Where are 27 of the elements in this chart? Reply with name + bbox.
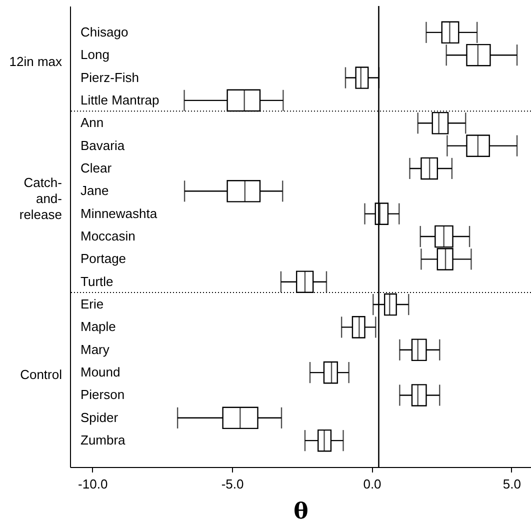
y-tick-label: Turtle	[80, 274, 114, 289]
y-tick-label: Bavaria	[80, 138, 126, 153]
x-tick-label: 5.0	[502, 476, 521, 492]
text: Catch-and-release	[19, 175, 62, 222]
y-tick-label: Spider	[80, 410, 119, 425]
x-tick-label: -5.0	[221, 476, 244, 492]
y-tick-label: Mound	[80, 364, 120, 380]
y-tick-label: Moccasin	[80, 228, 136, 244]
y-tick-label: Pierz-Fish	[80, 70, 140, 85]
y-tick-label: Long	[80, 47, 110, 62]
y-tick-label: Ann	[80, 115, 104, 130]
y-tick-label: Mary	[80, 342, 110, 357]
x-tick-label: 0.0	[363, 476, 382, 492]
y-tick-label: Clear	[80, 160, 112, 176]
y-tick-label: Little Mantrap	[80, 92, 160, 108]
y-tick-label: Maple	[80, 319, 116, 334]
text: Control	[20, 367, 62, 382]
x-tick-label: -10.0	[78, 476, 108, 492]
x-axis-title: θ	[294, 498, 308, 524]
y-tick-label: Erie	[80, 296, 104, 312]
y-tick-label: Jane	[80, 183, 109, 198]
y-tick-label: Portage	[80, 251, 126, 266]
text: 12in max	[9, 54, 62, 69]
y-tick-label: Chisago	[80, 24, 128, 40]
y-tick-label: Pierson	[80, 387, 125, 402]
y-tick-label: Minnewashta	[80, 206, 158, 221]
y-tick-label: Zumbra	[80, 432, 126, 448]
